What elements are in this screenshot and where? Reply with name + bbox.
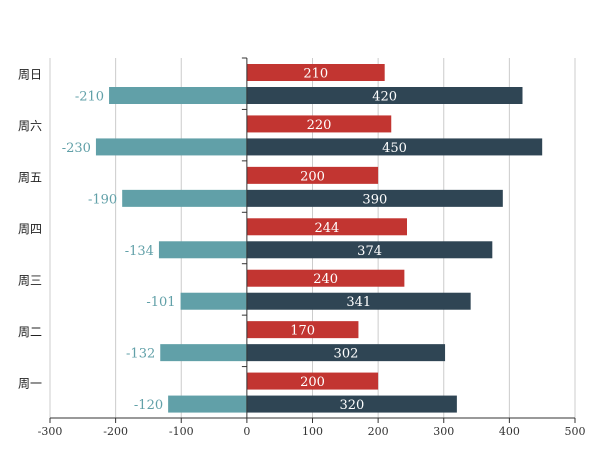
x-tick-label: 0: [243, 425, 250, 438]
gridlines: [49, 58, 576, 418]
bar-value-label: -134: [125, 244, 154, 259]
bar-value-label: 450: [382, 141, 407, 156]
x-tick-label: 400: [499, 425, 520, 438]
bar-series-2: [246, 344, 446, 362]
bar-value-label: -190: [88, 192, 117, 207]
bar-value-label: 374: [357, 244, 382, 259]
bars: [95, 64, 543, 413]
x-tick-label: -100: [169, 425, 194, 438]
bar-series-1: [246, 372, 379, 390]
x-tick-label: 200: [368, 425, 389, 438]
bar-value-label: 170: [290, 324, 315, 339]
bar-series-3: [180, 292, 247, 310]
bar-series-3: [168, 395, 247, 413]
bar-value-label: -210: [75, 90, 104, 105]
bar-value-label: 220: [307, 118, 332, 133]
bar-value-label: 302: [334, 347, 359, 362]
bar-value-label: 341: [346, 295, 371, 310]
bar-series-2: [246, 138, 543, 156]
bar-value-label: 200: [300, 375, 325, 390]
bar-series-3: [158, 241, 247, 259]
bar-series-2: [246, 241, 493, 259]
bar-series-3: [160, 344, 247, 362]
y-category-label: 周二: [18, 325, 42, 339]
x-tick-label: -300: [38, 425, 63, 438]
y-category-label: 周六: [18, 119, 42, 133]
bar-series-1: [246, 269, 405, 287]
bar-series-3: [109, 87, 247, 104]
y-category-label: 周四: [18, 222, 42, 236]
bar-series-1: [246, 321, 359, 339]
bar-value-label: 244: [315, 221, 340, 236]
bar-series-3: [95, 138, 247, 156]
x-tick-label: 300: [433, 425, 454, 438]
y-category-label: 周日: [18, 68, 42, 82]
bar-value-label: -101: [146, 295, 175, 310]
bar-value-label: 420: [372, 90, 397, 105]
x-tick-label: 100: [302, 425, 323, 438]
x-tick-label: 500: [565, 425, 586, 438]
bar-value-label: 240: [313, 272, 338, 287]
bar-series-2: [246, 87, 523, 104]
bar-series-1: [246, 64, 385, 81]
bar-series-3: [122, 189, 247, 207]
bar-series-1: [246, 115, 392, 133]
data-labels: 200 320 -120 170 302 -132 240 341 -101 244 374 -134…: [62, 67, 407, 414]
bar-series-1: [246, 218, 407, 236]
y-category-label: 周三: [18, 273, 42, 287]
x-tick-label: -200: [103, 425, 128, 438]
bar-series-2: [246, 189, 503, 207]
bar-value-label: 390: [362, 192, 387, 207]
y-category-label: 周五: [18, 171, 42, 185]
y-category-label: 周一: [18, 376, 42, 390]
bar-value-label: 210: [303, 67, 328, 82]
bar-series-2: [246, 292, 471, 310]
bar-value-label: 320: [339, 398, 364, 413]
bar-value-label: -132: [126, 347, 155, 362]
bar-value-label: 200: [300, 169, 325, 184]
bar-series-2: [246, 395, 457, 413]
axes: -300 -200 -100 0 100 200 300 400 500 周一 周二 周三 周四 周五 周六…: [18, 57, 586, 438]
bar-value-label: -230: [62, 141, 91, 156]
bar-series-1: [246, 166, 379, 184]
bar-value-label: -120: [134, 398, 163, 413]
